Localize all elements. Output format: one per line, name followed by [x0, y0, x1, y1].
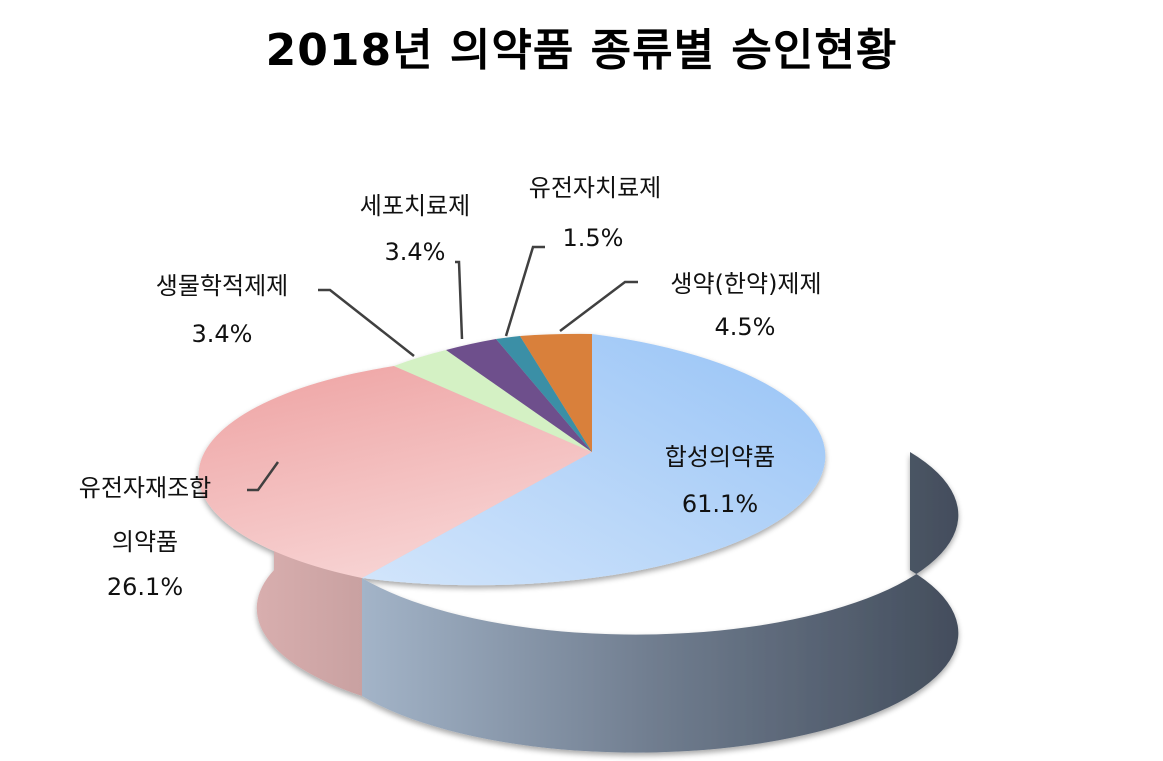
slice-herbal [520, 333, 592, 452]
chart-title: 2018년 의약품 종류별 승인현황 [265, 25, 898, 76]
label-gene-value: 1.5% [562, 224, 624, 252]
slice-side-recombinant [256, 452, 362, 696]
label-herbal-name: 생약(한약)제제 [670, 270, 822, 298]
label-synthetic-value: 61.1% [681, 490, 759, 518]
slice-recombinant [198, 366, 592, 578]
label-cell-name: 세포치료제 [359, 192, 471, 220]
label-recombinant-name-1: 유전자재조합 [78, 474, 212, 502]
slice-synthetic [362, 334, 826, 586]
leader-line-herbal [559, 280, 638, 332]
leader-line-cell [455, 260, 464, 340]
label-biologics-name: 생물학적제제 [155, 272, 289, 300]
label-cell-value: 3.4% [384, 238, 446, 266]
label-herbal-value: 4.5% [714, 313, 776, 341]
label-gene-name: 유전자치료제 [528, 174, 662, 202]
slice-cell-therapy [446, 339, 592, 452]
slice-side-synthetic [362, 452, 959, 753]
label-biologics-value: 3.4% [191, 320, 253, 348]
label-synthetic-name: 합성의약품 [664, 443, 776, 471]
label-recombinant-name-2: 의약품 [111, 528, 179, 556]
slice-gene-therapy [496, 336, 592, 452]
label-recombinant-value: 26.1% [106, 573, 184, 601]
leader-line-gene [504, 245, 545, 337]
leader-line-biologics [318, 288, 415, 357]
slice-biologics [394, 350, 592, 452]
leader-line-recombinant [247, 461, 280, 492]
